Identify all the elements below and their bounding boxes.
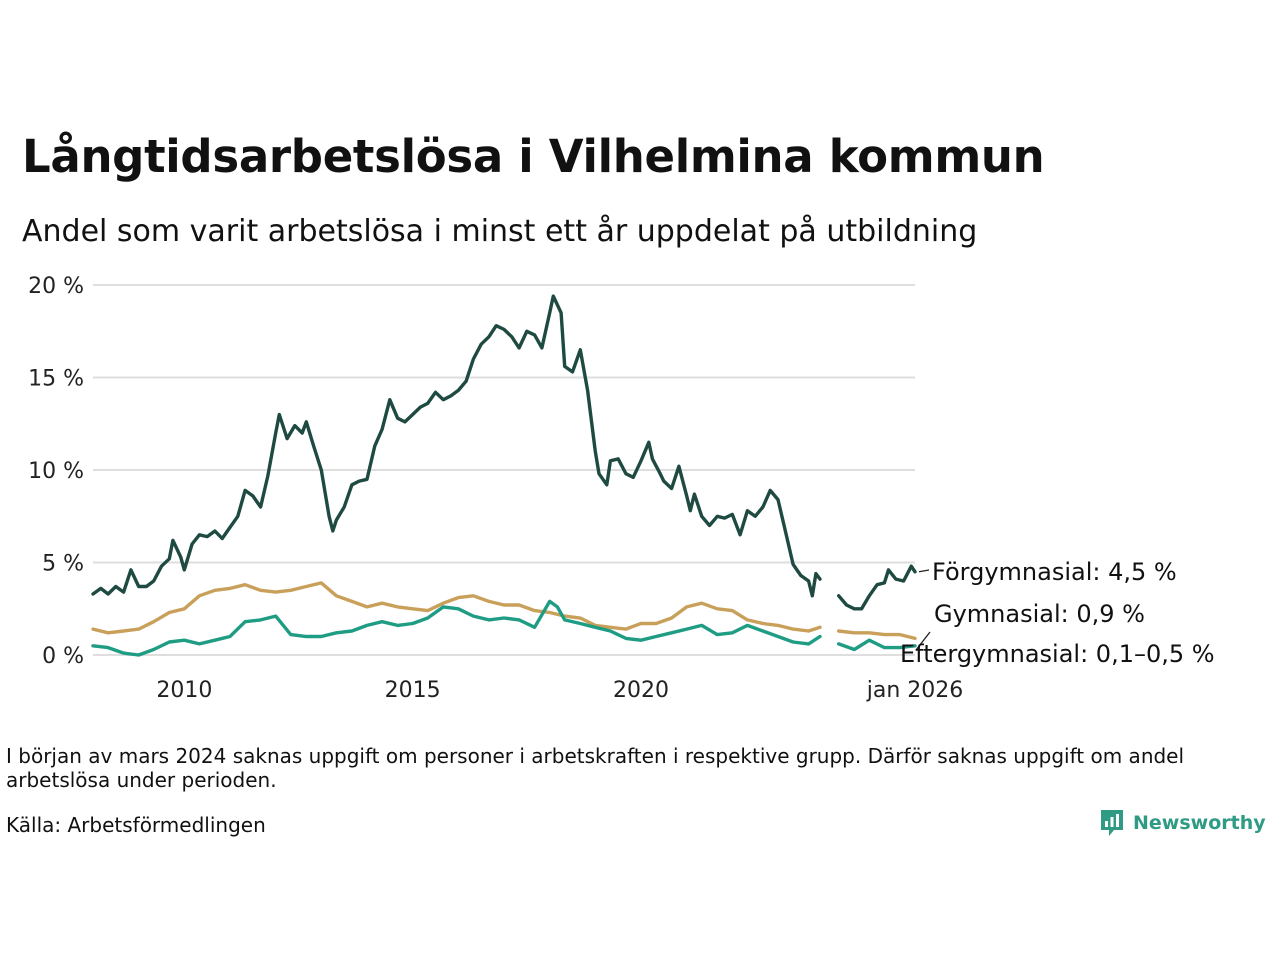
series-line-gymnasial xyxy=(837,629,917,641)
line-chart: 0 % 5 % 10 % 15 % 20 % 2010 2015 2020 jan 2026 F… xyxy=(28,274,1215,703)
brand-name: Newsworthy xyxy=(1133,812,1266,834)
footnote: I början av mars 2024 saknas uppgift om … xyxy=(6,744,1185,792)
label-connector xyxy=(915,631,931,651)
chart-title: Långtidsarbetslösa i Vilhelmina kommun xyxy=(22,130,1045,183)
x-tick-label: 2010 xyxy=(156,678,212,703)
series-lines xyxy=(91,294,917,657)
end-labels: Förgymnasial: 4,5 % Gymnasial: 0,9 % Efter… xyxy=(900,558,1215,668)
chart-subtitle: Andel som varit arbetslösa i minst ett å… xyxy=(22,214,978,249)
y-tick-label: 5 % xyxy=(42,552,84,577)
series-line-förgymnasial xyxy=(91,294,822,598)
label-connector xyxy=(918,569,930,573)
series-line-eftergymnasial xyxy=(91,599,822,657)
y-tick-label: 15 % xyxy=(28,367,84,392)
y-tick-label: 20 % xyxy=(28,274,84,299)
brand-logo: Newsworthy xyxy=(1099,808,1266,838)
end-label-gymnasial: Gymnasial: 0,9 % xyxy=(934,600,1145,628)
source-line: Källa: Arbetsförmedlingen xyxy=(6,813,266,837)
x-tick-label: 2015 xyxy=(385,678,441,703)
y-tick-label: 0 % xyxy=(42,644,84,669)
x-tick-label: 2020 xyxy=(613,678,669,703)
gridlines xyxy=(93,284,915,656)
axis-ticks: 0 % 5 % 10 % 15 % 20 % 2010 2015 2020 jan 2026 xyxy=(28,274,963,703)
series-line-gymnasial xyxy=(91,581,822,635)
x-tick-label: jan 2026 xyxy=(866,678,964,703)
series-line-förgymnasial xyxy=(837,564,917,611)
series-line-eftergymnasial xyxy=(837,638,917,652)
y-tick-label: 10 % xyxy=(28,459,84,484)
newsworthy-chart-icon xyxy=(1101,810,1123,836)
end-label-förgymnasial: Förgymnasial: 4,5 % xyxy=(932,558,1177,586)
end-label-eftergymnasial: Eftergymnasial: 0,1–0,5 % xyxy=(900,640,1215,668)
